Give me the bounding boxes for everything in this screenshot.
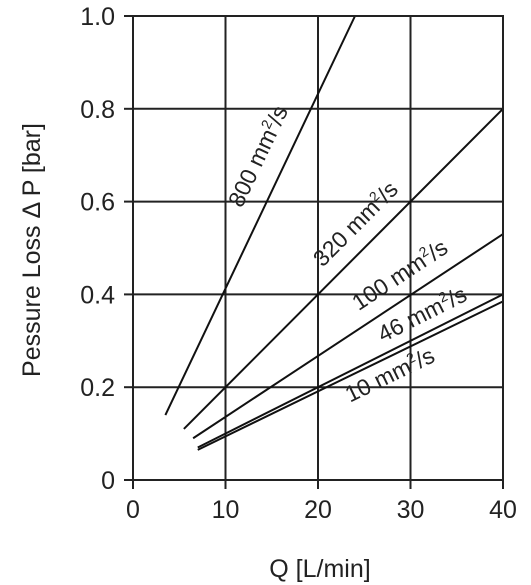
x-tick-label: 20	[304, 496, 332, 524]
y-axis-label: Pessure Loss Δ P [bar]	[18, 123, 46, 377]
y-tick-label: 0	[101, 467, 115, 495]
series-label-base: 800 mm	[223, 125, 282, 211]
y-tick-label: 1.0	[80, 3, 115, 31]
series-line	[197, 293, 504, 449]
y-tick-label: 0.4	[80, 281, 115, 309]
series-line	[197, 300, 504, 451]
series-line	[192, 233, 504, 440]
series-label-base: 320 mm	[308, 194, 385, 271]
x-tick-label: 0	[126, 496, 140, 524]
x-tick-label: 40	[489, 496, 517, 524]
tick-labels: 0 10 20 30 40 0 0.2 0.4 0.6 0.8 1.0	[80, 3, 517, 524]
y-tick-label: 0.6	[80, 189, 115, 217]
x-axis-label: Q [L/min]	[269, 555, 370, 583]
series-line	[183, 108, 504, 430]
series-label-tail: /s	[443, 281, 471, 312]
y-tick-label: 0.2	[80, 374, 115, 402]
plot-frame	[124, 15, 504, 489]
x-tick-label: 10	[212, 496, 240, 524]
series-label-tail: /s	[423, 234, 452, 266]
y-tick-label: 0.8	[80, 96, 115, 124]
series-label-tail: /s	[411, 342, 438, 373]
series-label: 800 mm2/s	[222, 101, 293, 211]
series-lines	[164, 15, 504, 451]
series-line	[164, 15, 356, 416]
x-tick-label: 30	[397, 496, 425, 524]
